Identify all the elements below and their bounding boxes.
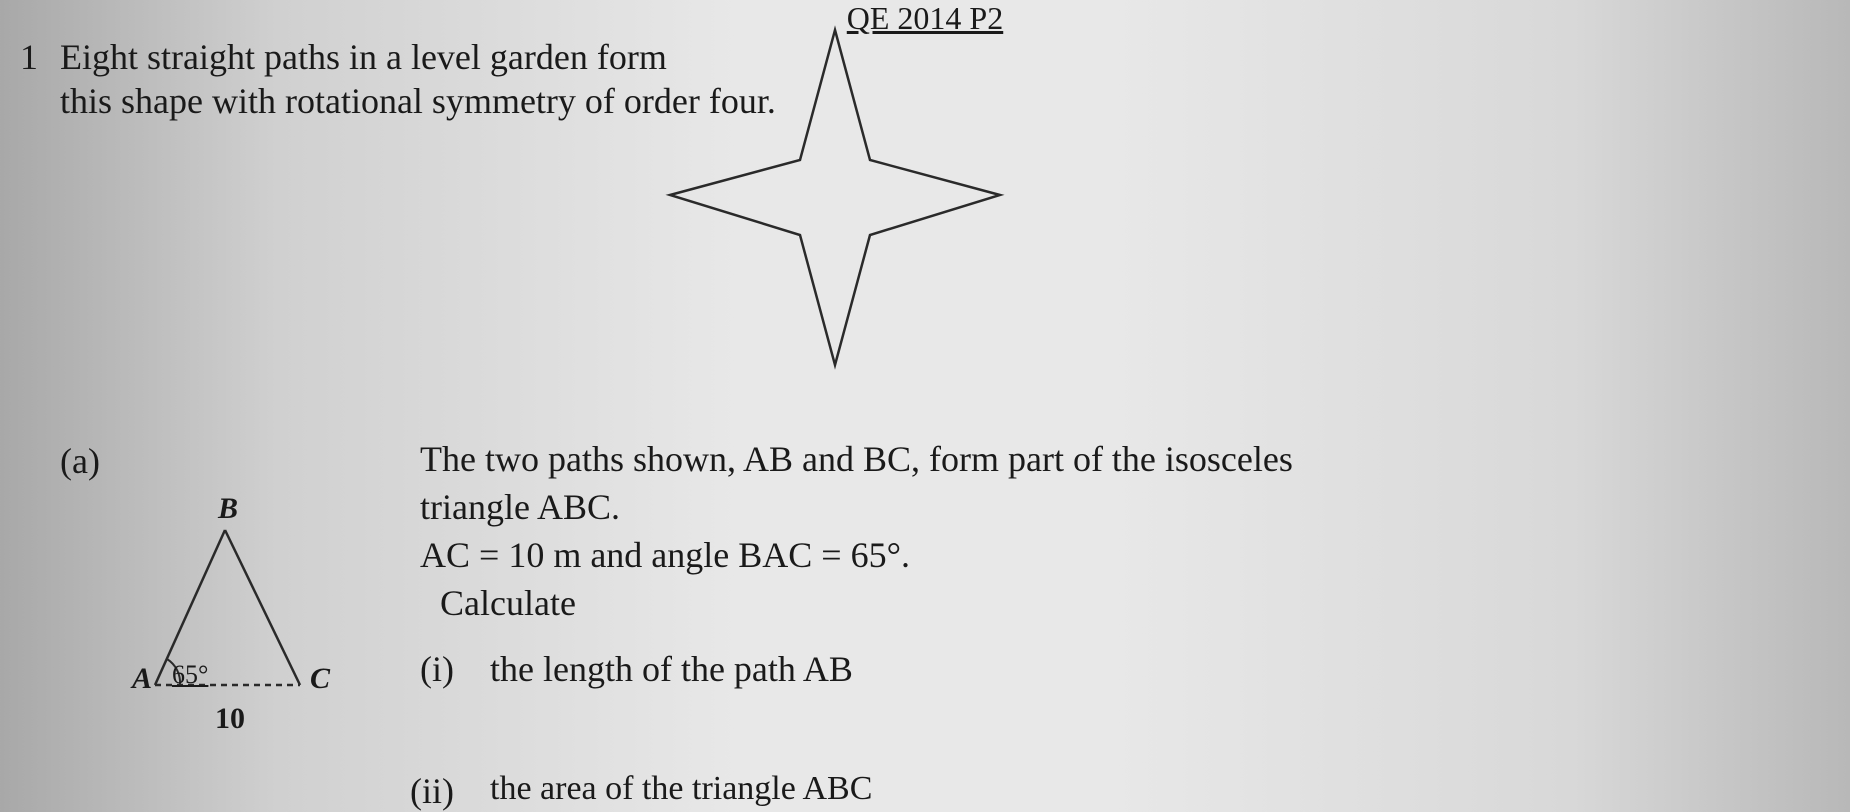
- part-a-text: Calculate: [440, 582, 576, 624]
- part-a-text: The two paths shown, AB and BC, form par…: [420, 438, 1293, 480]
- triangle-side-bc: [225, 530, 300, 685]
- vertex-c-label: C: [310, 662, 330, 696]
- star-diagram: [640, 20, 1030, 380]
- angle-label: 65°: [172, 660, 208, 690]
- question-text: Eight straight paths in a level garden f…: [60, 36, 667, 78]
- question-number: 1: [20, 36, 38, 78]
- subpart-i-label: (i): [420, 648, 454, 690]
- part-a-label: (a): [60, 440, 100, 482]
- part-a-text: triangle ABC.: [420, 486, 620, 528]
- subpart-ii-label: (ii): [410, 770, 454, 812]
- subpart-i-text: the length of the path AB: [490, 648, 853, 690]
- part-a-text: AC = 10 m and angle BAC = 65°.: [420, 534, 910, 576]
- triangle-diagram: [130, 500, 330, 700]
- vertex-b-label: B: [218, 492, 238, 526]
- star-polygon: [670, 30, 1000, 365]
- vertex-a-label: A: [132, 662, 152, 696]
- subpart-ii-text: the area of the triangle ABC: [490, 770, 872, 808]
- base-length-label: 10: [215, 702, 245, 736]
